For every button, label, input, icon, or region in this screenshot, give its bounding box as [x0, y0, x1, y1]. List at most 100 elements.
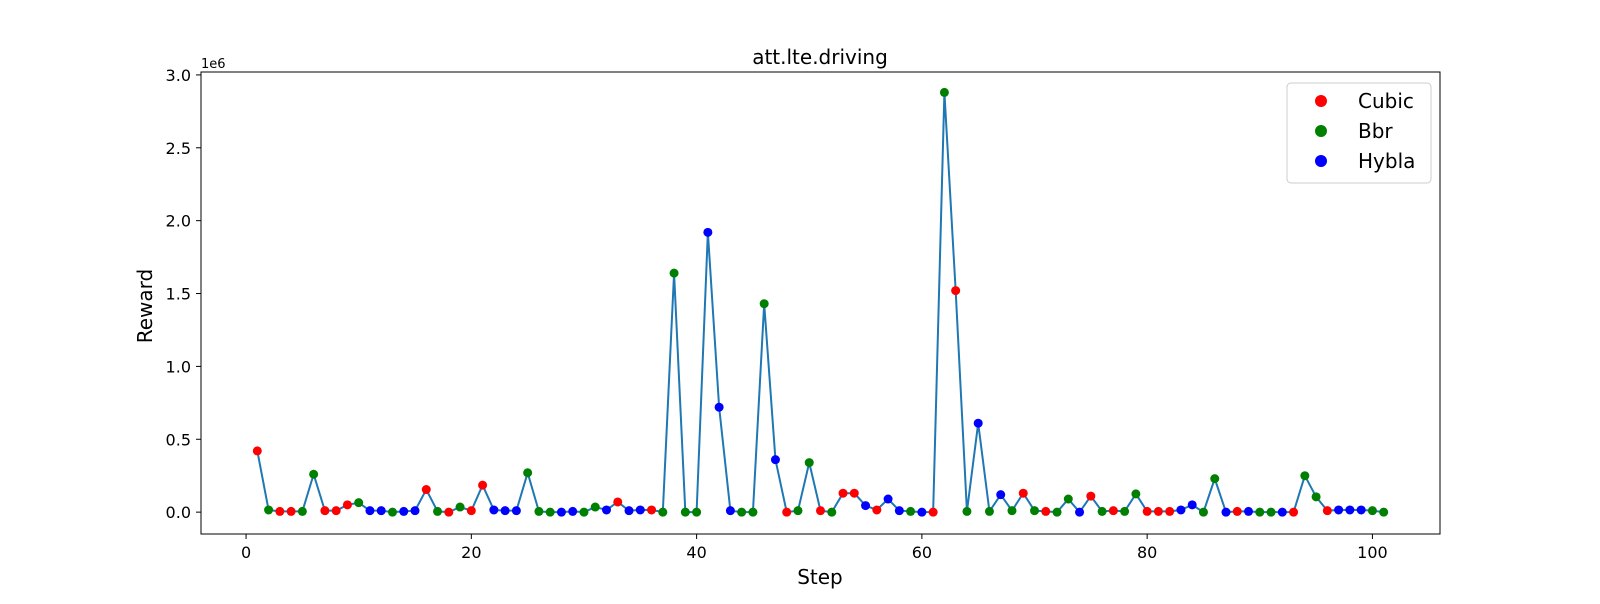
- x-tick-label: 60: [912, 543, 932, 562]
- marker-cubic-step-82: [1165, 506, 1175, 516]
- marker-cubic-step-7: [320, 506, 330, 516]
- x-axis-label: Step: [797, 565, 843, 589]
- marker-hybla-step-55: [861, 501, 871, 511]
- marker-bbr-step-78: [1120, 506, 1130, 516]
- marker-bbr-step-72: [1052, 507, 1062, 517]
- marker-cubic-step-18: [444, 507, 454, 517]
- marker-hybla-step-83: [1176, 505, 1186, 515]
- marker-hybla-step-32: [601, 505, 611, 515]
- marker-hybla-step-41: [703, 227, 713, 237]
- marker-cubic-step-93: [1289, 507, 1299, 517]
- marker-cubic-step-54: [849, 488, 859, 498]
- marker-bbr-step-13: [387, 507, 397, 517]
- y-tick-label: 0.5: [166, 430, 191, 449]
- marker-cubic-step-96: [1322, 506, 1332, 516]
- marker-hybla-step-12: [376, 506, 386, 516]
- marker-hybla-step-43: [725, 506, 735, 516]
- legend-marker-cubic: [1315, 95, 1327, 107]
- marker-bbr-step-70: [1030, 506, 1040, 516]
- marker-bbr-step-76: [1097, 506, 1107, 516]
- marker-cubic-step-53: [838, 488, 848, 498]
- marker-hybla-step-29: [568, 506, 578, 516]
- marker-cubic-step-1: [252, 446, 262, 456]
- series-line-group: [256, 91, 1384, 514]
- marker-cubic-step-20: [466, 506, 476, 516]
- marker-bbr-step-40: [692, 507, 702, 517]
- reward-series-line: [256, 91, 1384, 514]
- legend-label-cubic: Cubic: [1358, 89, 1414, 113]
- marker-bbr-step-26: [534, 506, 544, 516]
- marker-hybla-step-15: [410, 506, 420, 516]
- marker-bbr-step-2: [264, 505, 274, 515]
- marker-cubic-step-77: [1108, 506, 1118, 516]
- marker-bbr-step-25: [523, 468, 533, 478]
- marker-cubic-step-3: [275, 506, 285, 516]
- marker-bbr-step-17: [433, 506, 443, 516]
- marker-bbr-step-90: [1255, 507, 1265, 517]
- marker-bbr-step-64: [962, 506, 972, 516]
- marker-hybla-step-57: [883, 494, 893, 504]
- marker-hybla-step-92: [1277, 507, 1287, 517]
- y-tick-label: 1.0: [166, 357, 191, 376]
- marker-cubic-step-33: [613, 497, 623, 507]
- y-tick-label: 3.0: [166, 66, 191, 85]
- marker-hybla-step-28: [556, 507, 566, 517]
- data-markers: [252, 87, 1389, 517]
- marker-hybla-step-98: [1345, 505, 1355, 515]
- marker-hybla-step-89: [1244, 506, 1254, 516]
- y-axis-label: Reward: [133, 269, 157, 343]
- marker-bbr-step-95: [1311, 492, 1321, 502]
- marker-bbr-step-73: [1063, 494, 1073, 504]
- marker-hybla-step-84: [1187, 500, 1197, 510]
- marker-hybla-step-87: [1221, 507, 1231, 517]
- y-axis-ticks: 0.0 0.5 1.0 1.5 2.0 2.5 3.0: [166, 66, 201, 522]
- marker-cubic-step-80: [1142, 506, 1152, 516]
- y-offset-label: 1e6: [201, 57, 226, 72]
- marker-cubic-step-48: [782, 507, 792, 517]
- marker-bbr-step-66: [984, 506, 994, 516]
- legend-label-bbr: Bbr: [1358, 119, 1393, 143]
- marker-bbr-step-6: [309, 469, 319, 479]
- marker-bbr-step-19: [455, 502, 465, 512]
- marker-bbr-step-49: [793, 506, 803, 516]
- legend-label-hybla: Hybla: [1358, 149, 1415, 173]
- marker-cubic-step-75: [1086, 491, 1096, 501]
- marker-bbr-step-39: [680, 507, 690, 517]
- marker-bbr-step-68: [1007, 506, 1017, 516]
- marker-hybla-step-67: [996, 490, 1006, 500]
- marker-cubic-step-81: [1153, 506, 1163, 516]
- x-axis-ticks: 0 20 40 60 80 100: [241, 534, 1388, 562]
- marker-hybla-step-74: [1075, 507, 1085, 517]
- marker-hybla-step-35: [635, 505, 645, 515]
- marker-bbr-step-37: [658, 507, 668, 517]
- x-tick-label: 20: [461, 543, 481, 562]
- marker-hybla-step-24: [511, 506, 521, 516]
- marker-hybla-step-60: [917, 507, 927, 517]
- marker-hybla-step-99: [1356, 505, 1366, 515]
- marker-hybla-step-65: [973, 418, 983, 428]
- x-tick-label: 100: [1357, 543, 1388, 562]
- marker-bbr-step-91: [1266, 507, 1276, 517]
- marker-bbr-step-50: [804, 458, 814, 468]
- marker-cubic-step-69: [1018, 488, 1028, 498]
- marker-bbr-step-86: [1210, 474, 1220, 484]
- marker-bbr-step-79: [1131, 489, 1141, 499]
- marker-bbr-step-44: [737, 507, 747, 517]
- marker-cubic-step-9: [342, 500, 352, 510]
- marker-cubic-step-88: [1232, 506, 1242, 516]
- marker-cubic-step-21: [478, 480, 488, 490]
- marker-cubic-step-16: [421, 485, 431, 495]
- marker-hybla-step-42: [714, 402, 724, 412]
- x-tick-label: 0: [241, 543, 251, 562]
- marker-bbr-step-5: [297, 506, 307, 516]
- marker-cubic-step-36: [647, 505, 657, 515]
- marker-bbr-step-59: [906, 506, 916, 516]
- marker-bbr-step-52: [827, 507, 837, 517]
- marker-bbr-step-38: [669, 268, 679, 278]
- marker-bbr-step-46: [759, 299, 769, 309]
- marker-bbr-step-27: [545, 507, 555, 517]
- y-tick-label: 2.0: [166, 212, 191, 231]
- y-tick-label: 2.5: [166, 139, 191, 158]
